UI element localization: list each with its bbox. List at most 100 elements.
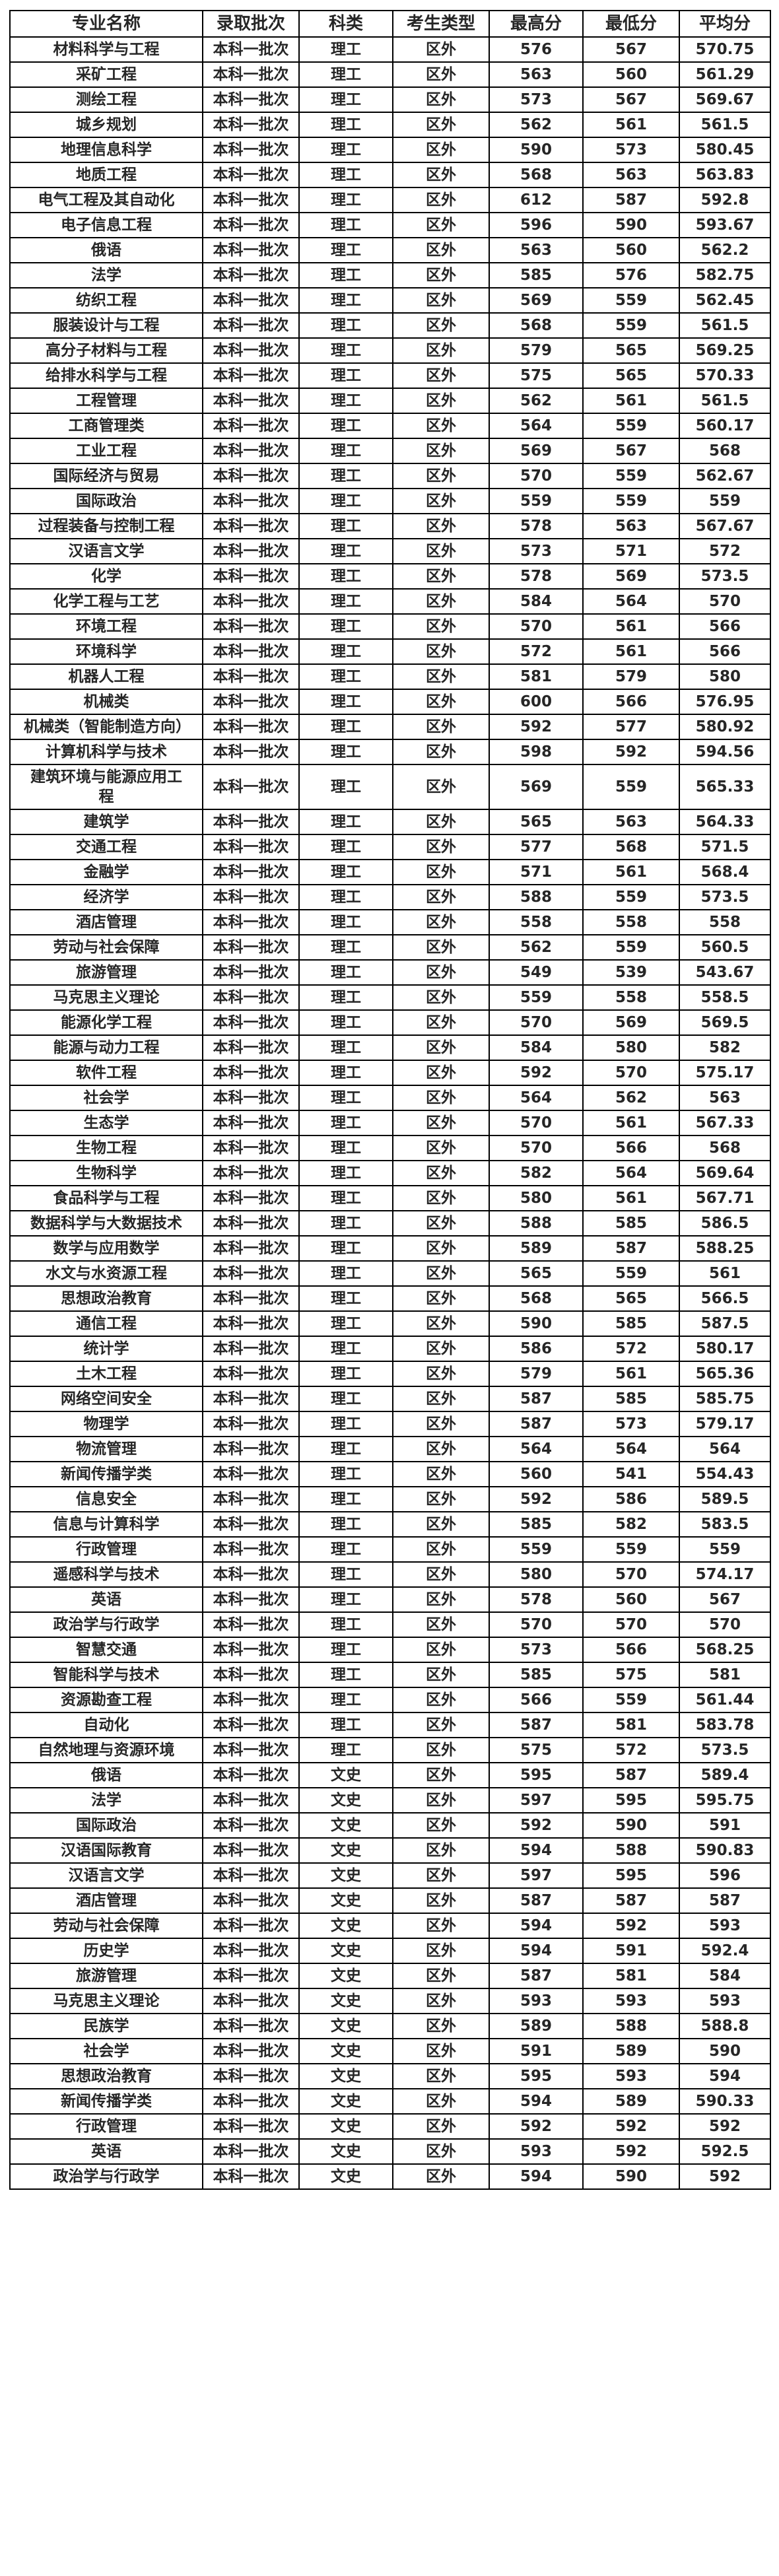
cell-subject-type: 理工 [298,1110,393,1136]
cell-min-score: 559 [582,1260,680,1287]
cell-candidate-type: 区外 [392,1837,490,1864]
cell-major: 数据科学与大数据技术 [9,1210,203,1237]
cell-batch: 本科一批次 [202,312,300,339]
cell-major: 高分子材料与工程 [9,337,203,364]
cell-max-score: 584 [489,1034,584,1061]
cell-min-score: 564 [582,1436,680,1462]
cell-subject-type: 文史 [298,2138,393,2165]
cell-avg-score: 561.5 [679,112,771,138]
cell-avg-score: 563.83 [679,162,771,188]
cell-candidate-type: 区外 [392,2163,490,2190]
cell-min-score: 567 [582,438,680,464]
cell-min-score: 587 [582,187,680,213]
cell-batch: 本科一批次 [202,1737,300,1763]
cell-max-score: 594 [489,2163,584,2190]
cell-min-score: 588 [582,2013,680,2039]
cell-max-score: 595 [489,2063,584,2089]
cell-major: 社会学 [9,1085,203,1111]
cell-avg-score: 596 [679,1862,771,1889]
table-header: 专业名称 录取批次 科类 考生类型 最高分 最低分 平均分 [9,10,771,38]
cell-subject-type: 理工 [298,739,393,765]
cell-min-score: 565 [582,362,680,389]
cell-max-score: 594 [489,1938,584,1964]
cell-batch: 本科一批次 [202,2163,300,2190]
cell-subject-type: 理工 [298,1235,393,1262]
cell-subject-type: 理工 [298,959,393,986]
cell-max-score: 573 [489,1637,584,1663]
cell-major: 化学 [9,563,203,590]
table-row: 政治学与行政学 本科一批次 理工 区外 570 570 570 [9,1611,771,1638]
cell-major: 城乡规划 [9,112,203,138]
cell-major: 法学 [9,262,203,288]
cell-avg-score: 567 [679,1586,771,1613]
cell-candidate-type: 区外 [392,588,490,615]
column-header-major: 专业名称 [9,10,203,38]
cell-major: 思想政治教育 [9,2063,203,2089]
table-row: 遥感科学与技术 本科一批次 理工 区外 580 570 574.17 [9,1561,771,1588]
cell-min-score: 580 [582,1034,680,1061]
cell-avg-score: 573.5 [679,884,771,910]
cell-max-score: 560 [489,1461,584,1487]
cell-avg-score: 583.78 [679,1712,771,1738]
cell-batch: 本科一批次 [202,362,300,389]
cell-candidate-type: 区外 [392,86,490,113]
cell-major: 采矿工程 [9,61,203,88]
table-row: 能源与动力工程 本科一批次 理工 区外 584 580 582 [9,1034,771,1061]
cell-min-score: 563 [582,513,680,539]
table-row: 交通工程 本科一批次 理工 区外 577 568 571.5 [9,834,771,860]
cell-avg-score: 583.5 [679,1511,771,1538]
table-row: 英语 本科一批次 理工 区外 578 560 567 [9,1586,771,1613]
cell-batch: 本科一批次 [202,613,300,640]
table-row: 过程装备与控制工程 本科一批次 理工 区外 578 563 567.67 [9,513,771,539]
cell-subject-type: 文史 [298,1988,393,2014]
cell-min-score: 561 [582,613,680,640]
cell-candidate-type: 区外 [392,1185,490,1211]
table-row: 生物工程 本科一批次 理工 区外 570 566 568 [9,1135,771,1161]
table-row: 历史学 本科一批次 文史 区外 594 591 592.4 [9,1938,771,1964]
cell-subject-type: 理工 [298,1009,393,1036]
cell-min-score: 561 [582,638,680,665]
cell-min-score: 570 [582,1060,680,1086]
cell-max-score: 593 [489,1988,584,2014]
cell-candidate-type: 区外 [392,1310,490,1337]
cell-subject-type: 理工 [298,1737,393,1763]
cell-min-score: 558 [582,909,680,935]
cell-max-score: 586 [489,1336,584,1362]
cell-batch: 本科一批次 [202,638,300,665]
cell-candidate-type: 区外 [392,1762,490,1788]
cell-max-score: 590 [489,1310,584,1337]
table-row: 酒店管理 本科一批次 文史 区外 587 587 587 [9,1887,771,1914]
cell-major: 能源与动力工程 [9,1034,203,1061]
cell-batch: 本科一批次 [202,187,300,213]
cell-max-score: 594 [489,1837,584,1864]
cell-max-score: 598 [489,739,584,765]
cell-max-score: 597 [489,1862,584,1889]
cell-major: 机器人工程 [9,663,203,690]
table-row: 劳动与社会保障 本科一批次 文史 区外 594 592 593 [9,1913,771,1939]
cell-batch: 本科一批次 [202,1687,300,1713]
cell-major: 酒店管理 [9,909,203,935]
cell-major: 新闻传播学类 [9,1461,203,1487]
cell-candidate-type: 区外 [392,337,490,364]
cell-avg-score: 554.43 [679,1461,771,1487]
cell-candidate-type: 区外 [392,1361,490,1387]
cell-batch: 本科一批次 [202,834,300,860]
cell-batch: 本科一批次 [202,1135,300,1161]
cell-max-score: 579 [489,337,584,364]
cell-candidate-type: 区外 [392,1611,490,1638]
table-row: 俄语 本科一批次 理工 区外 563 560 562.2 [9,237,771,263]
cell-candidate-type: 区外 [392,613,490,640]
table-body: 材料科学与工程 本科一批次 理工 区外 576 567 570.75 采矿工程 本科一批次 理工区… [9,36,771,2190]
cell-avg-score: 562.45 [679,287,771,314]
cell-subject-type: 理工 [298,187,393,213]
cell-major: 计算机科学与技术 [9,739,203,765]
cell-max-score: 558 [489,909,584,935]
table-row: 政治学与行政学 本科一批次 文史 区外 594 590 592 [9,2163,771,2190]
cell-min-score: 560 [582,61,680,88]
cell-batch: 本科一批次 [202,61,300,88]
cell-avg-score: 593 [679,1988,771,2014]
cell-avg-score: 567.71 [679,1185,771,1211]
cell-batch: 本科一批次 [202,934,300,961]
cell-min-score: 595 [582,1787,680,1813]
cell-candidate-type: 区外 [392,2063,490,2089]
